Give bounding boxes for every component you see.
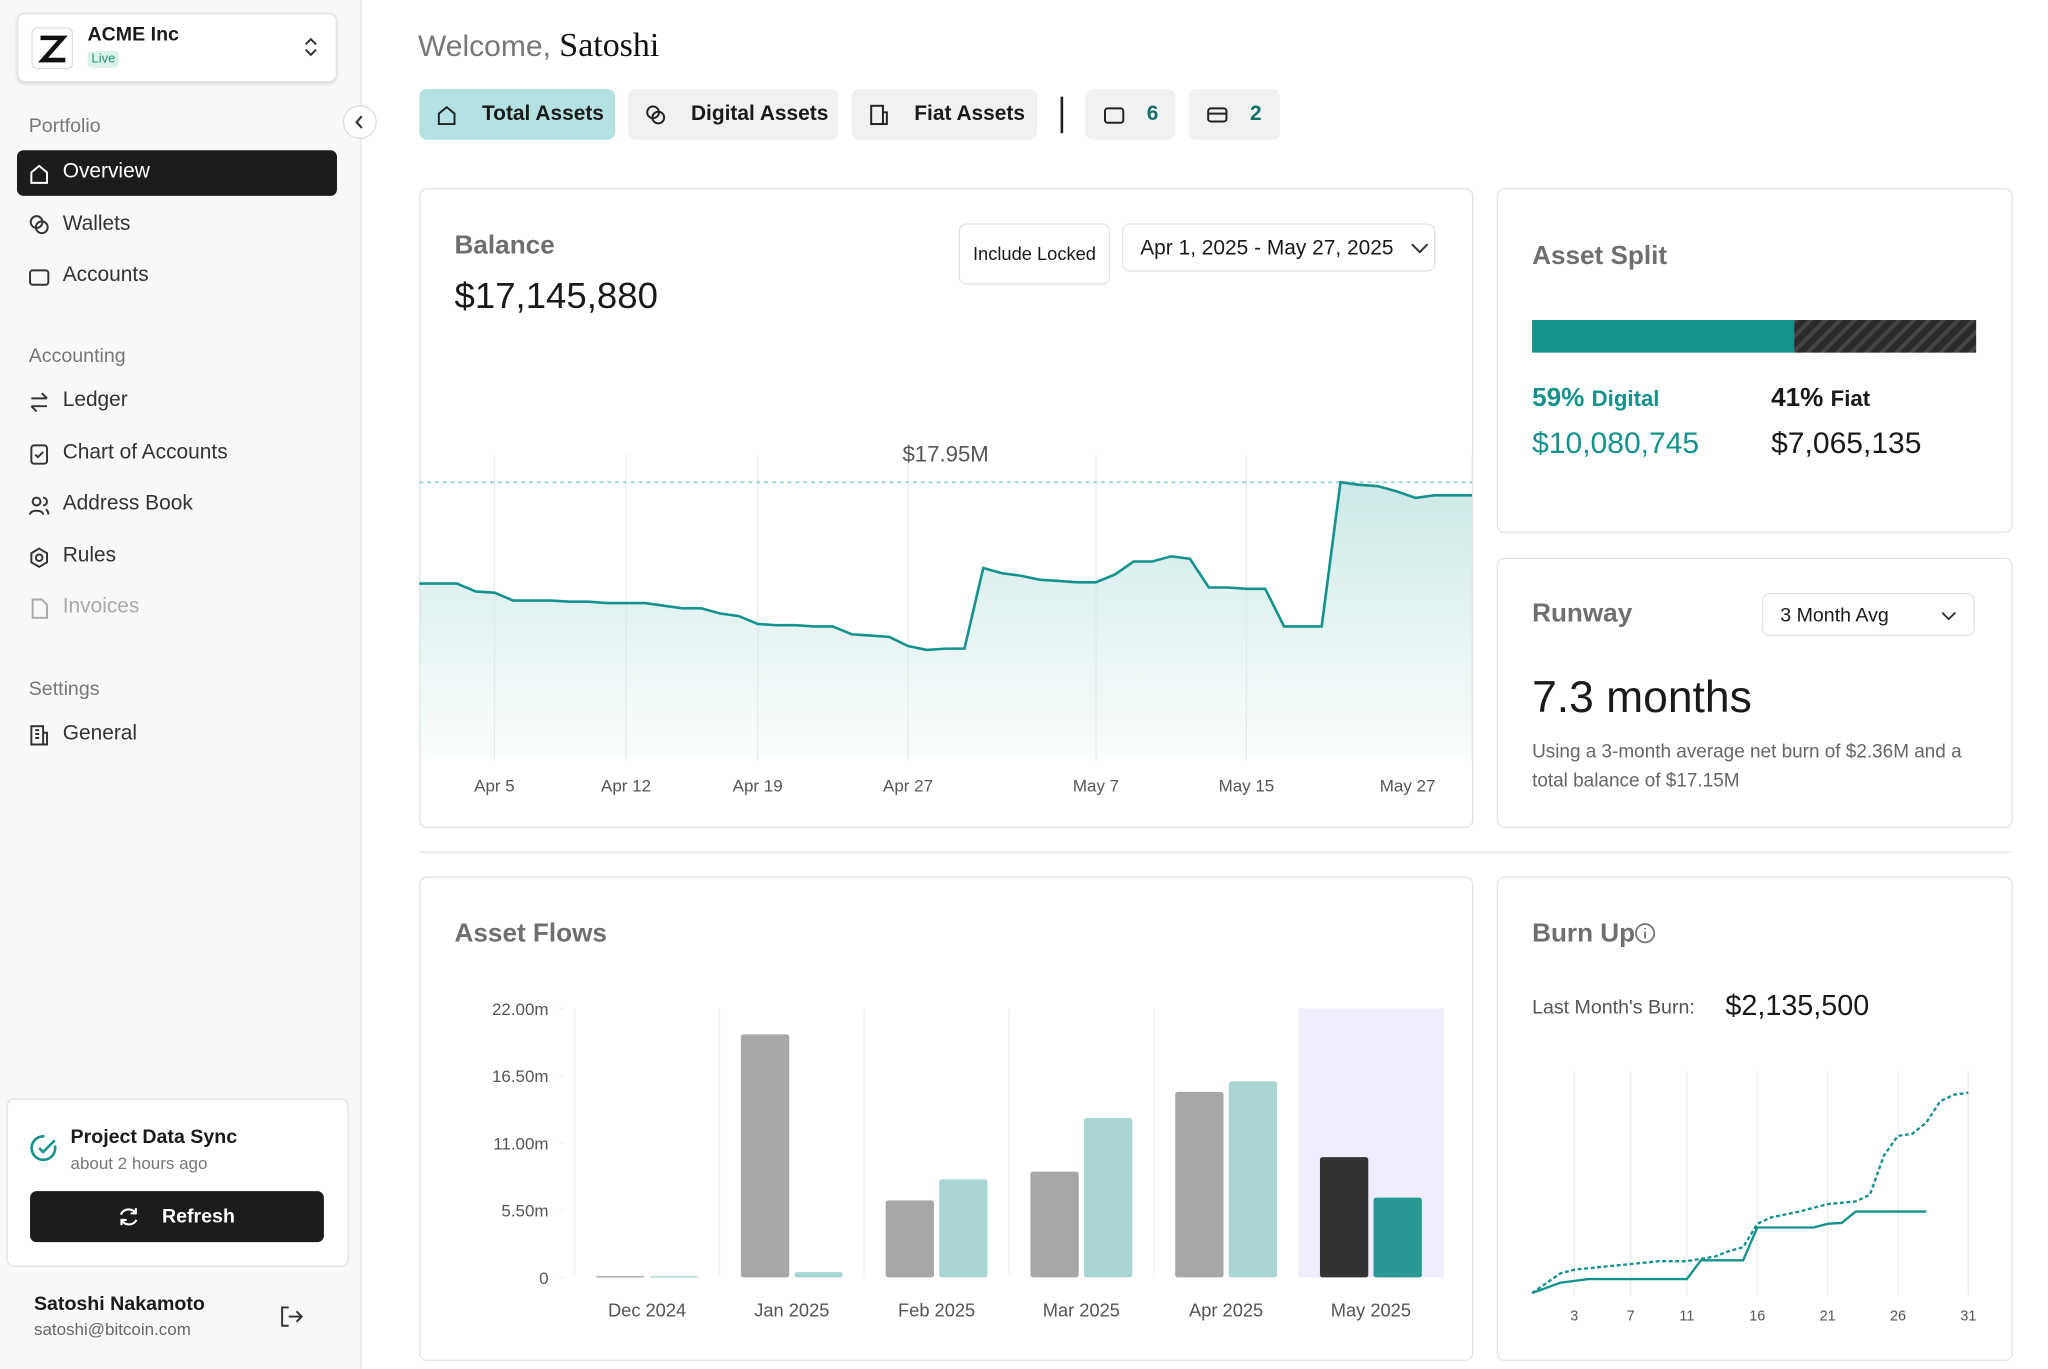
tab-label: Digital Assets [690,103,829,126]
icon [30,164,48,184]
nav-item[interactable]: Rules [62,544,117,567]
asset-flows-card: Asset Flows [419,876,1474,1361]
segment-name: Digital [1591,386,1660,412]
icon [29,496,50,515]
org-logo [31,27,74,70]
icon [30,725,48,746]
toggle-button[interactable]: Include Locked [958,223,1111,285]
active-item[interactable] [16,150,337,196]
chevron [1411,243,1429,254]
icon [30,444,48,465]
tab[interactable]: Digital Assets [628,88,839,140]
collapse-button[interactable] [342,104,377,140]
info-icon[interactable] [1634,922,1656,944]
icon [29,269,50,286]
wallet-count[interactable]: 6 [1085,88,1176,140]
select-value: 3 Month Avg [1780,604,1889,627]
card-title: Asset Flows [454,919,607,949]
greeting-text: Welcome, [417,28,551,63]
org-switcher[interactable]: ACME Inc Live [16,13,337,83]
icon [646,105,666,125]
icon [1103,107,1125,124]
section-title: Accounting [28,344,126,368]
tab[interactable]: Total Assets [419,88,616,140]
date-picker[interactable]: Apr 1, 2025 - May 27, 2025 [1121,223,1436,272]
split-label: 59% Digital [1532,384,1659,414]
runway-value: 7.3 months [1532,672,1752,723]
org-name: ACME Inc [87,23,179,46]
card-title: Burn Up [1532,919,1636,949]
sidebar: ACME Inc Live Portfolio Overview Wallets… [0,0,362,1369]
sync-title: Project Data Sync [70,1125,238,1149]
user-name: Satoshi Nakamoto [33,1293,205,1316]
refresh-label: Refresh [161,1205,235,1228]
chevron [1941,611,1956,621]
nav-item[interactable]: Ledger [62,389,128,412]
refresh-icon [119,1208,138,1226]
nav-item[interactable]: Chart of Accounts [62,441,228,464]
burn-caption: Last Month's Burn: [1532,996,1695,1019]
segment-name: Fiat [1830,386,1871,412]
balance-card: Balance $17,145,880 Include Locked Apr 1… [419,188,1474,829]
burn-up-card: Burn Up Last Month's Burn: $2,135,500 [1496,876,2013,1361]
account-count[interactable]: 2 [1188,88,1280,140]
card-title: Balance [454,231,555,260]
icon [870,104,888,126]
user-email: satoshi@bitcoin.com [33,1319,191,1339]
percent: 41% [1771,383,1824,413]
nav-item[interactable]: Address Book [62,492,193,515]
sync-card: Project Data Sync about 2 hours ago Refr… [6,1098,349,1267]
greeting: Welcome, Satoshi [418,26,659,65]
logout[interactable] [280,1305,304,1329]
icon [30,547,48,568]
section-title: Portfolio [28,114,101,138]
icon [1207,107,1228,123]
runway-card: Runway 3 Month Avg 7.3 months Using a 3-… [1496,557,2013,829]
split-label: 41% Fiat [1771,384,1870,414]
asset-split-card: Asset Split 59% Digital $10,080,745 41% … [1496,188,2013,533]
count: 6 [1146,103,1159,126]
runway-select[interactable]: 3 Month Avg [1761,592,1975,637]
card-title: Asset Split [1532,241,1668,271]
user-first-name: Satoshi [559,26,660,64]
sync-icon [30,1135,57,1162]
card-title: Runway [1532,599,1633,629]
balance-amount: $17,145,880 [454,275,658,317]
nav-item[interactable]: Overview [62,160,150,183]
divider [1060,96,1064,134]
status-badge: Live [87,50,120,68]
icon [31,598,48,619]
split-amount: $10,080,745 [1532,425,1700,460]
section-title: Settings [28,677,100,701]
percent: 59% [1532,383,1585,413]
chevrons [304,37,317,57]
separator [419,851,2012,853]
count: 2 [1249,103,1262,126]
tab-label: Total Assets [481,103,604,126]
date-range: Apr 1, 2025 - May 27, 2025 [1140,237,1394,260]
sync-time: about 2 hours ago [70,1153,208,1173]
refresh-button[interactable]: Refresh [30,1191,324,1243]
icon [437,105,456,126]
nav-item[interactable]: Accounts [62,263,149,287]
tab[interactable]: Fiat Assets [851,88,1038,140]
burn-amount: $2,135,500 [1725,988,1870,1022]
nav-item[interactable]: Invoices [62,595,140,618]
tab-label: Fiat Assets [914,103,1026,126]
nav-item[interactable]: General [62,722,138,745]
icon [30,392,48,413]
nav-item[interactable]: Wallets [62,212,131,236]
split-amount: $7,065,135 [1771,425,1922,460]
runway-note: Using a 3-month average net burn of $2.3… [1532,741,1962,792]
icon [29,215,49,235]
